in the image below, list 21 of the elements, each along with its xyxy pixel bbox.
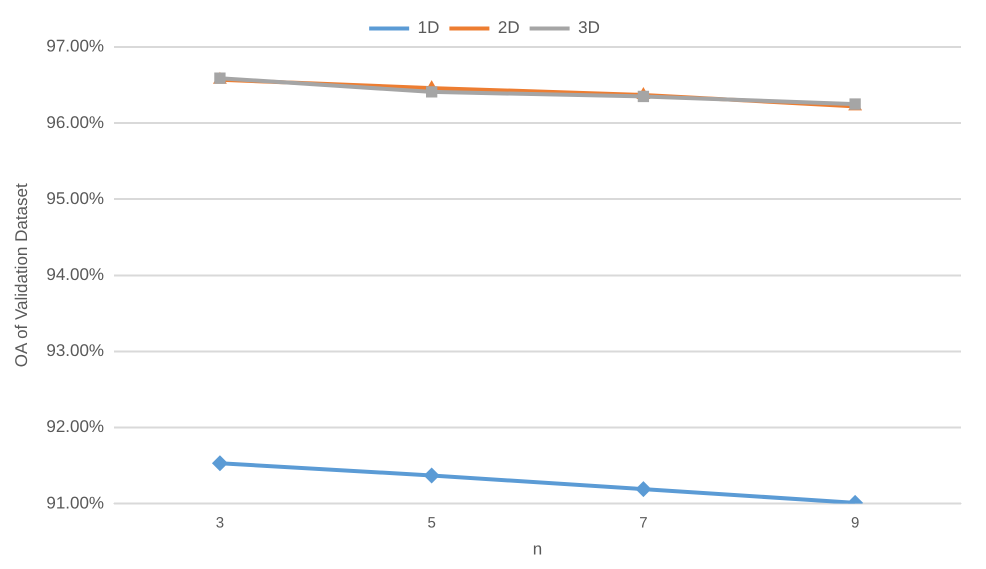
x-tick-label: 3: [216, 514, 224, 532]
y-tick-label: 97.00%: [46, 36, 104, 56]
x-tick-label: 7: [639, 514, 648, 532]
legend-label: 2D: [498, 18, 520, 38]
y-tick-label: 93.00%: [46, 341, 104, 360]
point: [212, 455, 228, 472]
point: [426, 86, 438, 98]
y-tick-label: 91.00%: [46, 493, 104, 512]
x-axis-title: n: [532, 539, 542, 558]
y-tick-label: 96.00%: [46, 112, 104, 132]
x-tick-label: 9: [850, 514, 860, 532]
point: [638, 90, 650, 102]
point: [424, 467, 440, 484]
x-tick-label: 5: [427, 514, 436, 532]
y-tick-label: 94.00%: [46, 264, 104, 284]
legend-label: 1D: [418, 18, 440, 38]
y-tick-label: 92.00%: [46, 417, 104, 436]
point: [635, 481, 652, 498]
y-axis-title: OA of Validation Dataset: [12, 183, 31, 368]
y-tick-label: 95.00%: [46, 188, 104, 208]
legend-label: 3D: [578, 18, 600, 38]
